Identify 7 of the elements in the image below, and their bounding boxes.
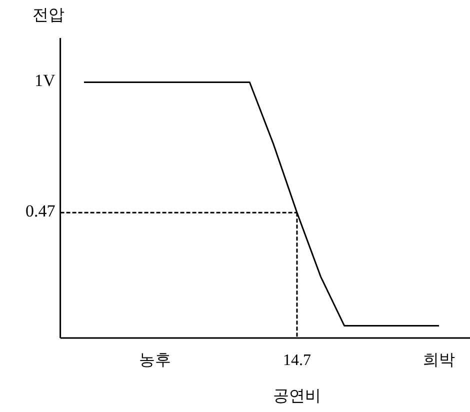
x-tick-label: 희박 [423,352,455,369]
x-axis-title: 공연비 [272,388,321,405]
y-tick-label: 1V [34,71,56,90]
x-tick-label: 14.7 [282,352,311,369]
y-axis-title: 전압 [32,7,64,24]
x-tick-label: 농후 [138,352,171,369]
y-tick-label: 0.47 [26,201,56,220]
